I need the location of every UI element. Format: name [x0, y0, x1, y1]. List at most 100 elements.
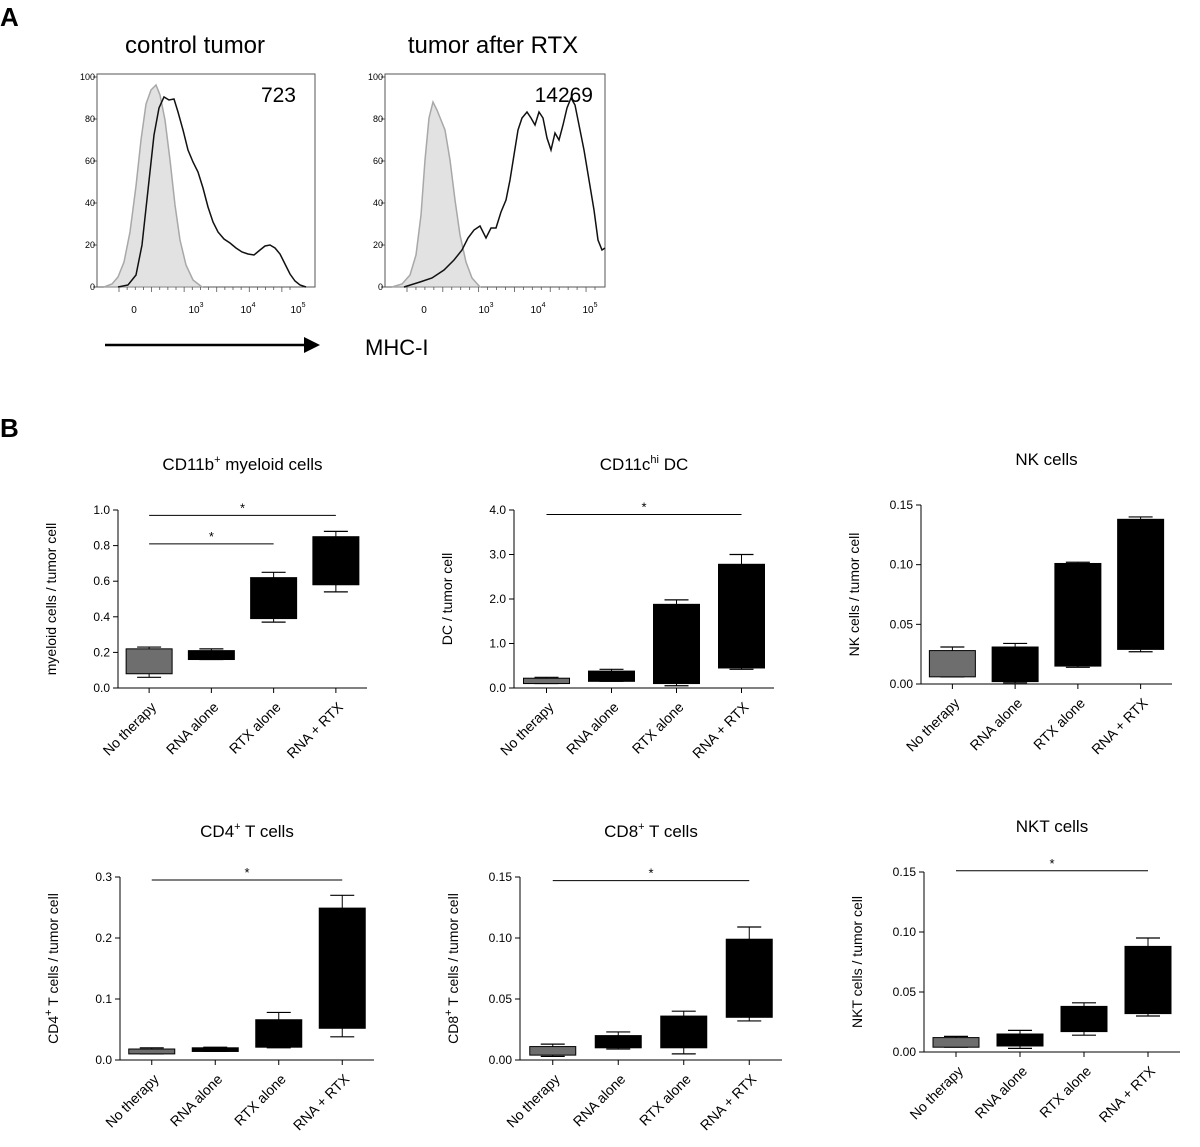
- box-rtx-alone: [660, 1010, 708, 1055]
- histogram-x-tick-label: 0: [421, 305, 427, 316]
- histogram-y-ticks: 0 20 40 60 80 100: [368, 72, 385, 292]
- histogram-y-tick-label: 80: [85, 114, 95, 124]
- histogram-y-tick-label: 40: [373, 198, 383, 208]
- chart-title: NK cells: [1015, 450, 1077, 469]
- histogram-x-tick-label: 104: [240, 302, 255, 316]
- histogram-y-tick-label: 100: [368, 72, 383, 82]
- y-label-main: CD8: [445, 1016, 461, 1044]
- y-tick-label: 2.0: [489, 592, 506, 606]
- histogram-x-tick-label: 105: [290, 302, 305, 316]
- x-tick-base: 10: [240, 305, 252, 316]
- y-tick-label: 1.0: [489, 637, 506, 651]
- box-no-therapy: [125, 646, 173, 678]
- chart-title: CD4+ T cells: [200, 821, 294, 841]
- box-rtx-alone: [1060, 1002, 1108, 1036]
- y-label-rest: T cells / tumor cell: [445, 893, 461, 1009]
- y-tick-label: 0.10: [893, 925, 917, 939]
- y-axis-label: myeloid cells / tumor cell: [43, 523, 59, 676]
- box-rtx-alone: [1054, 561, 1102, 668]
- chart-title: CD11chi DC: [600, 454, 689, 474]
- x-category-label: RNA alone: [971, 1063, 1030, 1122]
- y-axis-label: DC / tumor cell: [439, 553, 455, 646]
- x-category-label: RNA + RTX: [290, 1070, 353, 1133]
- x-category-label: No therapy: [497, 699, 557, 759]
- x-category-label: RNA + RTX: [283, 698, 346, 761]
- isotype-filled-histogram: [391, 99, 482, 288]
- significance-star: *: [244, 865, 249, 880]
- box-body: [932, 1037, 980, 1048]
- histogram-title: control tumor: [125, 32, 265, 59]
- mhc-stained-histogram: [117, 95, 307, 288]
- histogram-y-tick-label: 20: [373, 240, 383, 250]
- histogram-x-tick-label: 105: [582, 302, 597, 316]
- histogram-x-tick-label: 103: [478, 302, 493, 316]
- box-body: [653, 603, 700, 685]
- x-tick-base: 0: [421, 305, 427, 316]
- panel-letter-b: B: [0, 413, 19, 443]
- y-label-superscript: +: [443, 1009, 455, 1015]
- x-category-label: RNA alone: [167, 1071, 226, 1130]
- panel-letter-a: A: [0, 2, 19, 32]
- significance-star: *: [1049, 856, 1054, 871]
- chart-title: CD8+ T cells: [604, 821, 698, 841]
- x-tick-exponent: 5: [302, 302, 306, 309]
- x-category-label: No therapy: [503, 1071, 563, 1131]
- significance-star: *: [240, 500, 245, 515]
- histogram-y-tick-label: 0: [90, 282, 95, 292]
- x-category-label: RNA alone: [967, 695, 1026, 754]
- x-category-label: RNA + RTX: [697, 1070, 760, 1133]
- x-tick-exponent: 4: [542, 302, 546, 309]
- box-rna-rtx: [718, 553, 765, 670]
- histogram-y-tick-label: 80: [373, 114, 383, 124]
- box-body: [718, 563, 765, 669]
- y-tick-label: 4.0: [489, 503, 506, 517]
- x-tick-exponent: 3: [200, 302, 204, 309]
- x-tick-base: 10: [290, 305, 302, 316]
- box-body: [1117, 518, 1165, 650]
- box-no-therapy: [529, 1043, 577, 1057]
- histogram-y-tick-label: 20: [85, 240, 95, 250]
- box-rna-alone: [187, 648, 235, 661]
- chart-title: CD11b+ myeloid cells: [162, 454, 322, 474]
- chart-title-superscript: +: [214, 454, 220, 466]
- chart-title-main: CD11b: [162, 455, 214, 474]
- box-body: [1124, 945, 1172, 1015]
- histogram-frame: [96, 73, 316, 288]
- mfi-count: 723: [261, 84, 296, 107]
- x-category-label: No therapy: [100, 699, 160, 759]
- x-category-label: RTX alone: [231, 1071, 289, 1129]
- y-tick-label: 0.15: [489, 870, 513, 884]
- box-body: [250, 577, 298, 620]
- box-plot-myeloid: CD11b+ myeloid cells 0.0 0.2 0.4 0.6 0.8 1.0 my…: [43, 454, 367, 761]
- y-tick-label: 1.0: [93, 503, 110, 517]
- x-category-label: RTX alone: [636, 1071, 694, 1129]
- chart-title: NKT cells: [1016, 817, 1088, 836]
- y-tick-label: 0.0: [93, 681, 110, 695]
- box-no-therapy: [523, 676, 570, 685]
- chart-title-main: CD11c: [600, 455, 651, 474]
- x-tick-base: 10: [478, 305, 490, 316]
- x-tick-base: 10: [530, 305, 542, 316]
- chart-title-rest: T cells: [241, 822, 294, 841]
- histogram-y-tick-label: 100: [80, 72, 95, 82]
- box-plot-dc: CD11chi DC 0.0 1.0 2.0 3.0 4.0 DC / tumor cell…: [439, 454, 774, 761]
- y-tick-label: 0.05: [890, 617, 914, 631]
- box-body: [588, 670, 635, 682]
- box-rna-rtx: [725, 926, 773, 1022]
- significance-star: *: [641, 499, 646, 514]
- x-tick-exponent: 3: [490, 302, 494, 309]
- x-tick-exponent: 4: [252, 302, 256, 309]
- y-tick-label: 0.2: [95, 931, 112, 945]
- histogram-x-ticks: 0 103 104 105: [118, 287, 306, 316]
- x-category-label: No therapy: [903, 695, 963, 755]
- box-body: [191, 1047, 239, 1052]
- chart-title-main: NK cells: [1015, 450, 1077, 469]
- y-tick-label: 0.10: [890, 558, 914, 572]
- isotype-filled-histogram: [103, 83, 205, 288]
- box-body: [1054, 562, 1102, 667]
- x-tick-exponent: 5: [594, 302, 598, 309]
- y-label-main: CD4: [45, 1016, 61, 1044]
